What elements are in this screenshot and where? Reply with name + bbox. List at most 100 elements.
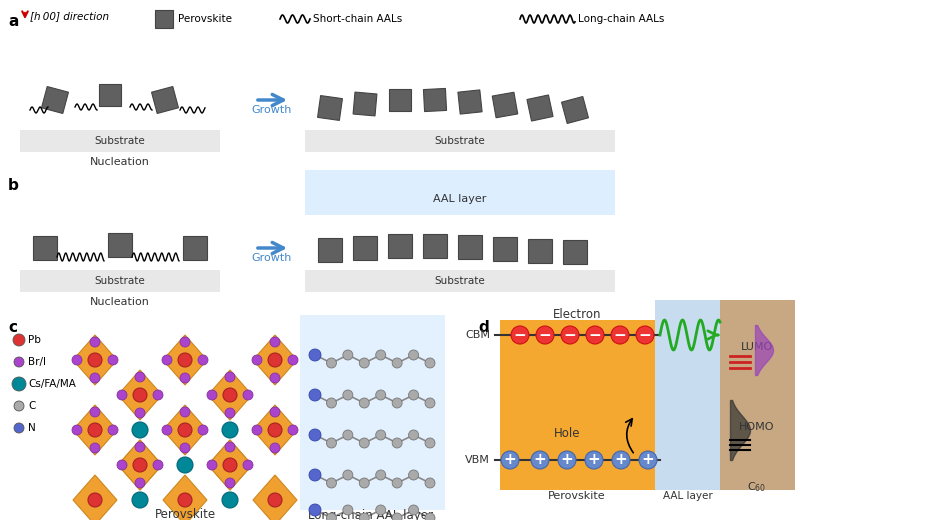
Polygon shape xyxy=(388,234,412,258)
Polygon shape xyxy=(527,95,553,121)
Polygon shape xyxy=(33,236,57,260)
Text: Perovskite: Perovskite xyxy=(178,14,232,24)
Text: b: b xyxy=(8,178,19,193)
Text: +: + xyxy=(641,452,654,467)
Text: VBM: VBM xyxy=(466,455,490,465)
Polygon shape xyxy=(458,90,482,114)
Circle shape xyxy=(392,398,402,408)
Circle shape xyxy=(12,377,26,391)
Circle shape xyxy=(225,408,235,418)
Polygon shape xyxy=(424,88,447,112)
Circle shape xyxy=(409,430,419,440)
Bar xyxy=(305,270,615,292)
Circle shape xyxy=(425,358,435,368)
Circle shape xyxy=(117,390,127,400)
Text: Substrate: Substrate xyxy=(435,136,485,146)
Circle shape xyxy=(108,355,118,365)
Circle shape xyxy=(561,326,579,344)
Text: AAL layer: AAL layer xyxy=(433,194,487,204)
Circle shape xyxy=(288,355,298,365)
Text: +: + xyxy=(587,452,600,467)
Circle shape xyxy=(198,425,208,435)
Bar xyxy=(20,130,220,152)
Bar xyxy=(155,10,173,28)
Circle shape xyxy=(359,398,370,408)
Polygon shape xyxy=(253,335,297,385)
Text: Growth: Growth xyxy=(251,105,292,115)
Circle shape xyxy=(72,425,82,435)
Circle shape xyxy=(268,493,282,507)
Circle shape xyxy=(309,504,321,516)
Circle shape xyxy=(392,358,402,368)
Polygon shape xyxy=(208,370,252,420)
Circle shape xyxy=(309,429,321,441)
Circle shape xyxy=(310,430,320,440)
Circle shape xyxy=(409,470,419,480)
Circle shape xyxy=(327,478,336,488)
Circle shape xyxy=(243,390,253,400)
Circle shape xyxy=(252,355,262,365)
Circle shape xyxy=(343,470,353,480)
Circle shape xyxy=(180,337,190,347)
Circle shape xyxy=(135,442,145,452)
Circle shape xyxy=(133,458,147,472)
Polygon shape xyxy=(563,240,587,264)
Polygon shape xyxy=(208,440,252,490)
Text: C$_{60}$: C$_{60}$ xyxy=(748,480,766,494)
Circle shape xyxy=(376,505,385,515)
Polygon shape xyxy=(493,237,517,261)
Circle shape xyxy=(310,505,320,515)
Circle shape xyxy=(14,401,24,411)
Circle shape xyxy=(132,422,148,438)
Circle shape xyxy=(90,373,100,383)
Circle shape xyxy=(585,451,603,469)
Circle shape xyxy=(132,492,148,508)
Polygon shape xyxy=(118,440,162,490)
Circle shape xyxy=(636,326,654,344)
Text: +: + xyxy=(504,452,517,467)
Circle shape xyxy=(309,469,321,481)
Polygon shape xyxy=(353,236,377,260)
Bar xyxy=(300,315,445,510)
Text: Short-chain AALs: Short-chain AALs xyxy=(313,14,402,24)
Polygon shape xyxy=(73,405,117,455)
Bar xyxy=(305,130,615,152)
Circle shape xyxy=(343,505,353,515)
Circle shape xyxy=(327,358,336,368)
Circle shape xyxy=(207,390,217,400)
Polygon shape xyxy=(163,475,207,520)
Circle shape xyxy=(425,478,435,488)
Bar xyxy=(720,300,795,490)
Polygon shape xyxy=(118,370,162,420)
Circle shape xyxy=(223,458,237,472)
Circle shape xyxy=(14,357,24,367)
Circle shape xyxy=(639,451,657,469)
Circle shape xyxy=(409,390,419,400)
Circle shape xyxy=(612,451,630,469)
Text: −: − xyxy=(563,328,576,343)
Circle shape xyxy=(310,350,320,360)
Circle shape xyxy=(409,350,419,360)
Circle shape xyxy=(536,326,554,344)
Text: Long-chain AAL layer: Long-chain AAL layer xyxy=(307,509,433,520)
Circle shape xyxy=(511,326,529,344)
Circle shape xyxy=(225,372,235,382)
Circle shape xyxy=(270,373,280,383)
Circle shape xyxy=(198,355,208,365)
Circle shape xyxy=(343,350,353,360)
Polygon shape xyxy=(183,236,207,260)
Circle shape xyxy=(425,438,435,448)
Text: Electron: Electron xyxy=(553,308,601,321)
Circle shape xyxy=(153,460,163,470)
FancyArrowPatch shape xyxy=(626,419,633,453)
Circle shape xyxy=(310,390,320,400)
Circle shape xyxy=(72,355,82,365)
Circle shape xyxy=(225,478,235,488)
Text: +: + xyxy=(533,452,546,467)
Circle shape xyxy=(343,430,353,440)
Text: N: N xyxy=(28,423,35,433)
Circle shape xyxy=(327,398,336,408)
Circle shape xyxy=(309,389,321,401)
Text: Perovskite: Perovskite xyxy=(548,491,606,501)
Circle shape xyxy=(207,460,217,470)
